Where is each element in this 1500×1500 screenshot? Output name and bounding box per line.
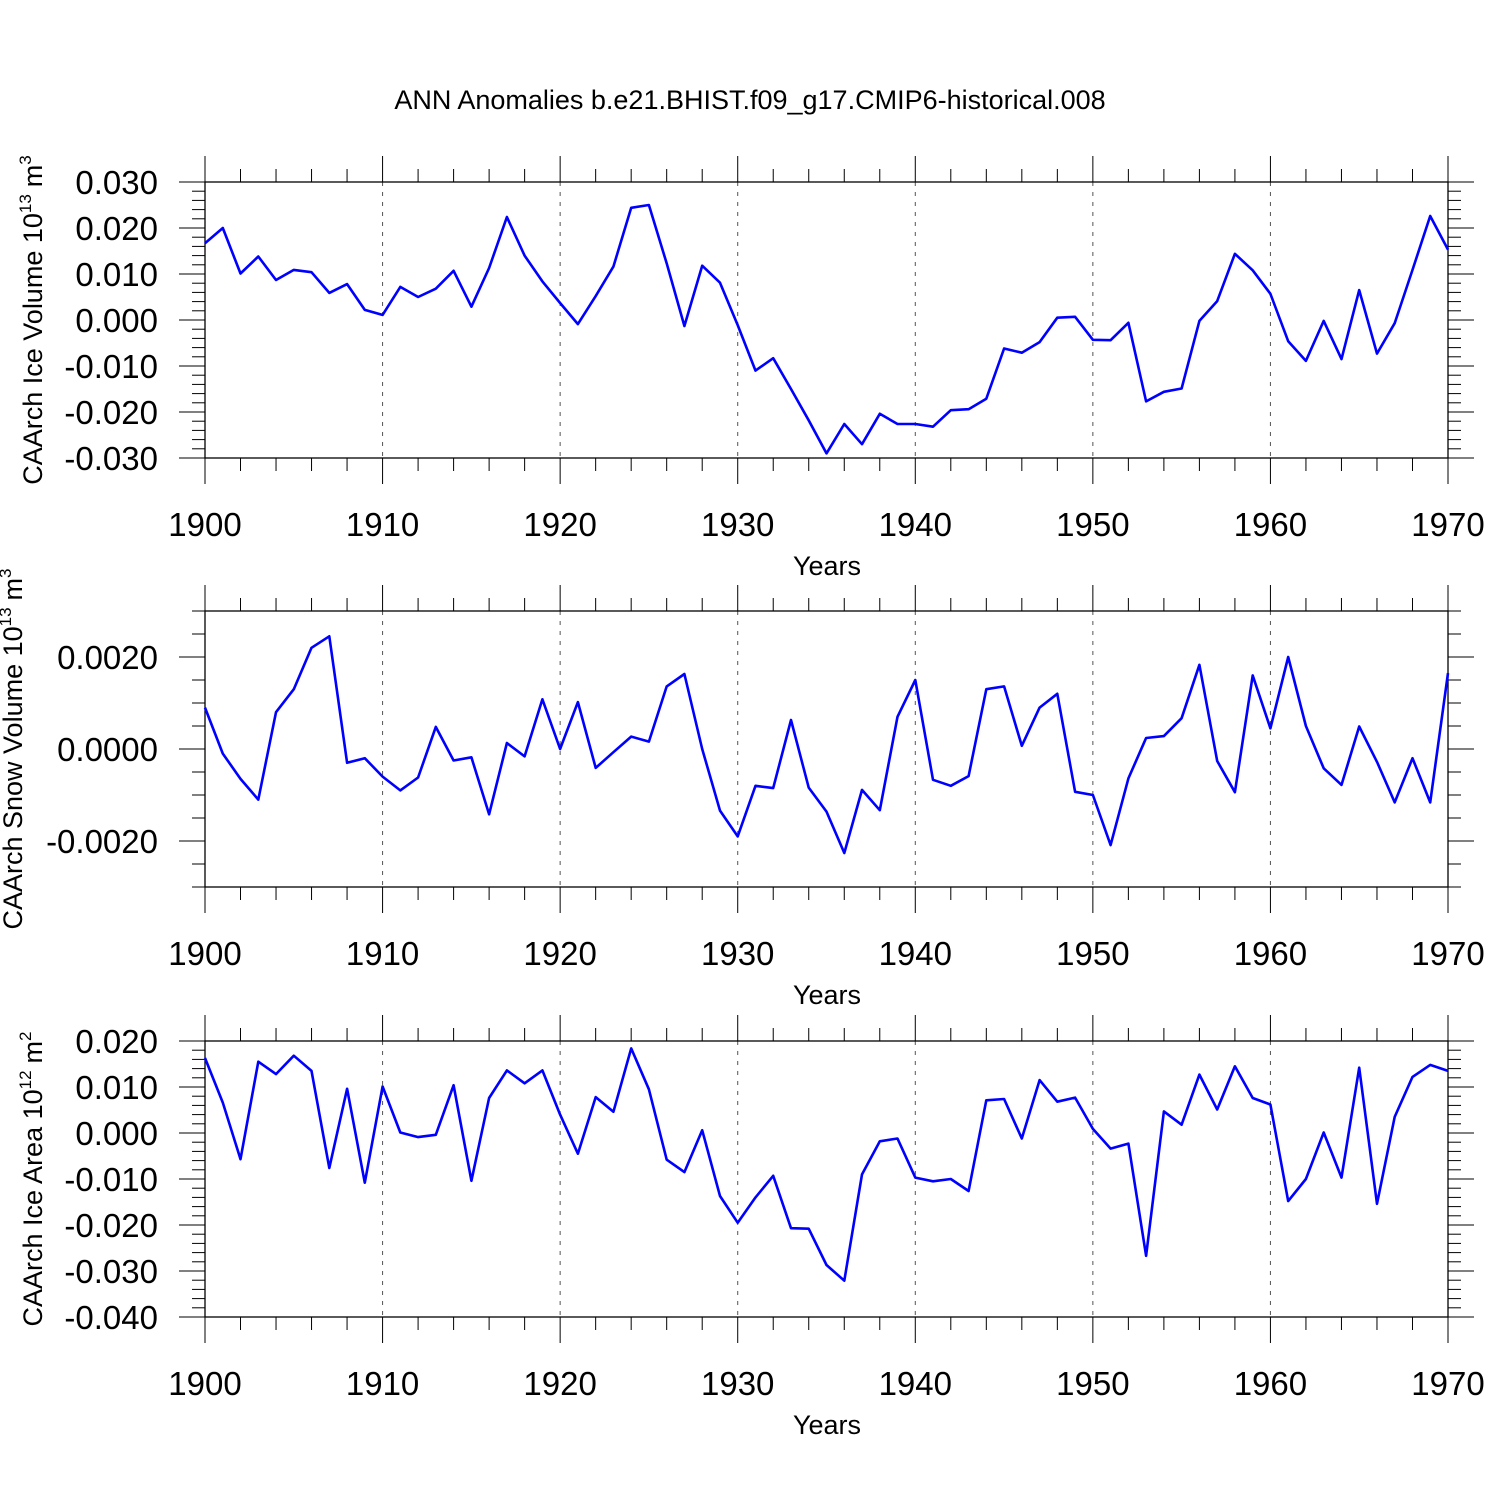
snow-volume-series-line — [203, 634, 1450, 855]
y-axis-label-exponent: 13 — [0, 607, 15, 626]
y-tick-label: 0.020 — [75, 210, 158, 247]
y-tick-label: 0.010 — [75, 1069, 158, 1106]
y-tick-label: -0.020 — [64, 394, 158, 431]
x-tick-label: 1950 — [1056, 935, 1129, 972]
x-tick-label: 1960 — [1234, 506, 1307, 543]
y-axis-label-unit-exponent: 3 — [0, 568, 15, 577]
x-tick-label: 1960 — [1234, 935, 1307, 972]
x-tick-label: 1900 — [168, 1365, 241, 1402]
y-tick-label: -0.040 — [64, 1299, 158, 1336]
x-tick-label: 1920 — [523, 1365, 596, 1402]
plot-frame — [204, 610, 1449, 888]
y-axis-label-text: CAArch Ice Area 10 — [18, 1089, 48, 1326]
x-tick-label: 1940 — [879, 506, 952, 543]
ice-volume-series-line — [204, 203, 1450, 455]
x-tick-label: 1930 — [701, 506, 774, 543]
x-tick-label: 1920 — [523, 935, 596, 972]
x-axis-label: Years — [793, 1410, 861, 1440]
y-axis-label-exponent: 13 — [16, 194, 35, 213]
y-tick-label: 0.030 — [75, 164, 158, 201]
x-tick-label: 1910 — [346, 1365, 419, 1402]
x-axis-label: Years — [793, 980, 861, 1010]
x-axis-label: Years — [793, 551, 861, 581]
y-tick-label: 0.0020 — [57, 639, 158, 676]
x-tick-label: 1950 — [1056, 506, 1129, 543]
x-tick-label: 1970 — [1411, 935, 1484, 972]
plot-frame — [204, 1040, 1449, 1318]
x-tick-label: 1900 — [168, 506, 241, 543]
y-tick-label: 0.020 — [75, 1023, 158, 1060]
figure-title: ANN Anomalies b.e21.BHIST.f09_g17.CMIP6-… — [394, 85, 1105, 115]
ice-volume-panel: 1900 1910 1920 1930 1940 1950 1960 1970 -0.030 -0… — [16, 155, 1485, 581]
y-axis-label-unit-exponent: 3 — [16, 155, 35, 164]
x-tick-label: 1930 — [701, 935, 774, 972]
y-axis-label: CAArch Ice Area 1012 m2 — [16, 1031, 48, 1326]
y-tick-label: 0.000 — [75, 1115, 158, 1152]
plot-frame — [204, 181, 1449, 459]
x-tick-label: 1940 — [879, 935, 952, 972]
x-tick-label: 1960 — [1234, 1365, 1307, 1402]
y-tick-label: 0.000 — [75, 302, 158, 339]
x-tick-label: 1940 — [879, 1365, 952, 1402]
x-tick-label: 1900 — [168, 935, 241, 972]
y-tick-label: -0.010 — [64, 348, 158, 385]
y-axis-label-exponent: 12 — [16, 1070, 35, 1089]
y-tick-label: -0.0020 — [46, 823, 158, 860]
y-tick-label: -0.030 — [64, 1253, 158, 1290]
y-axis-label-text: CAArch Snow Volume 10 — [0, 626, 28, 929]
y-axis-label-unit: m — [0, 578, 28, 601]
y-axis-label: CAArch Ice Volume 1013 m3 — [16, 155, 48, 485]
ice-area-series-line — [203, 1047, 1449, 1282]
x-tick-label: 1970 — [1411, 1365, 1484, 1402]
x-tick-label: 1910 — [346, 506, 419, 543]
y-axis-label: CAArch Snow Volume 1013 m3 — [0, 568, 28, 929]
x-tick-label: 1920 — [523, 506, 596, 543]
x-tick-label: 1950 — [1056, 1365, 1129, 1402]
y-tick-label: -0.010 — [64, 1161, 158, 1198]
x-tick-label: 1910 — [346, 935, 419, 972]
y-axis-label-unit-exponent: 2 — [16, 1031, 35, 1040]
y-axis-label-unit: m — [18, 165, 48, 188]
y-tick-label: -0.030 — [64, 440, 158, 477]
y-tick-label: -0.020 — [64, 1207, 158, 1244]
y-axis-label-unit: m — [18, 1041, 48, 1064]
ice-area-panel: 1900 1910 1920 1930 1940 1950 1960 1970 -0.040 -0… — [16, 1015, 1485, 1440]
snow-volume-panel: 1900 1910 1920 1930 1940 1950 1960 1970 -0.0020 0… — [0, 568, 1485, 1010]
y-tick-label: 0.0000 — [57, 731, 158, 768]
y-axis-label-text: CAArch Ice Volume 10 — [18, 213, 48, 485]
y-tick-label: 0.010 — [75, 256, 158, 293]
x-tick-label: 1970 — [1411, 506, 1484, 543]
x-tick-label: 1930 — [701, 1365, 774, 1402]
